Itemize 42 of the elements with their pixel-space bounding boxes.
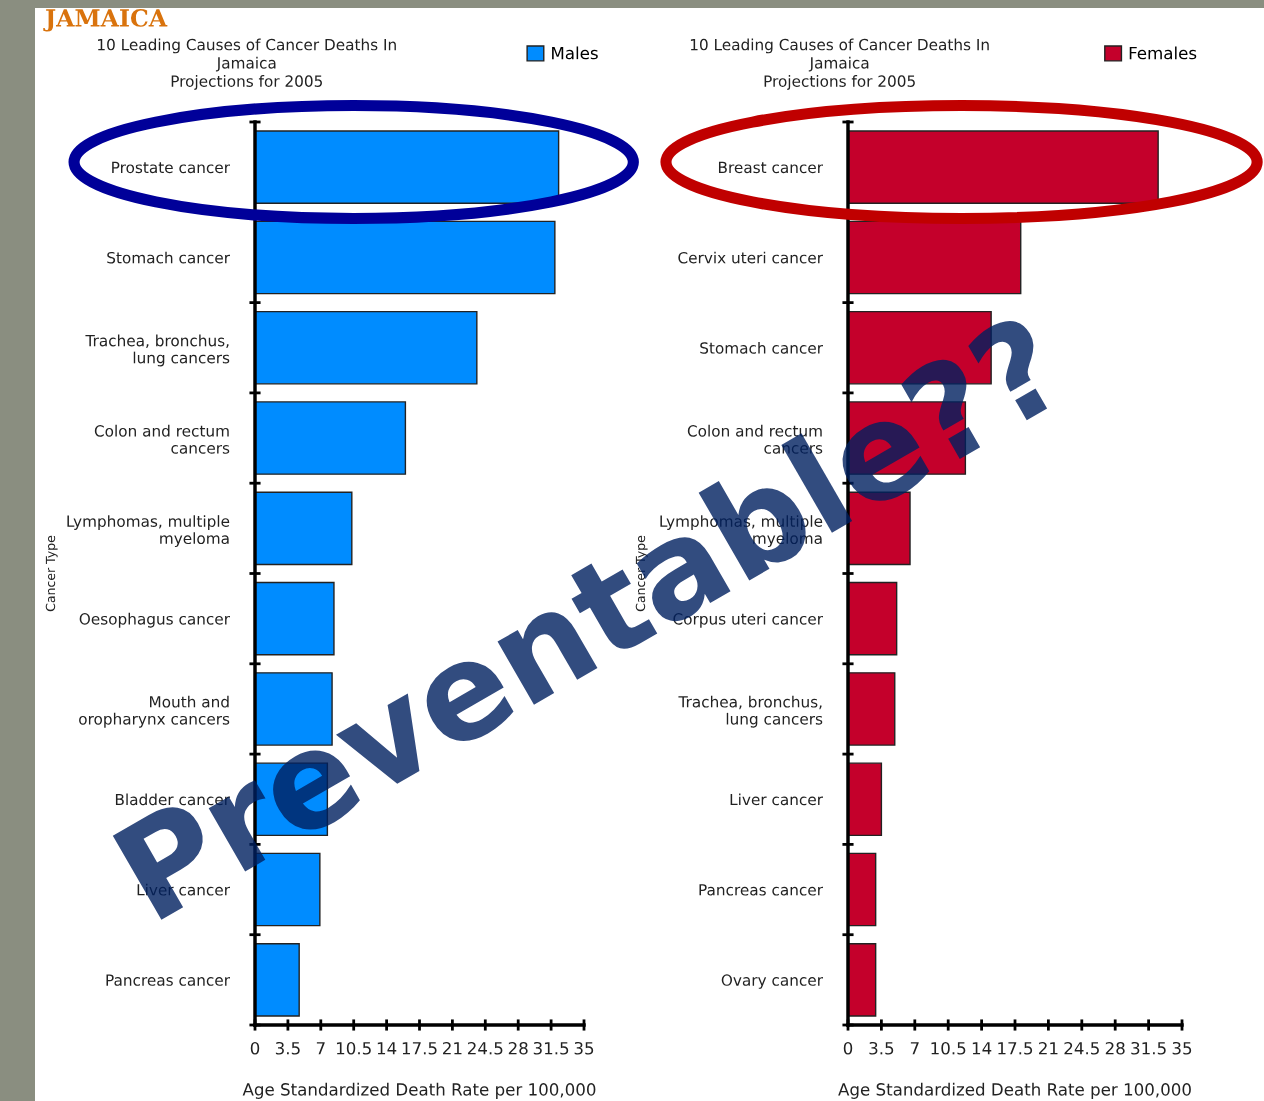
bar <box>255 130 560 204</box>
x-tick-label: 35 <box>1172 1041 1192 1055</box>
x-tick-label: 31.5 <box>1131 1041 1166 1055</box>
x-tick-label: 3.5 <box>869 1041 894 1055</box>
x-tick-label: 10.5 <box>336 1041 371 1055</box>
y-axis-title: Cancer Type <box>45 535 58 612</box>
chart-title: 10 Leading Causes of Cancer Deaths In Jamaica Projections for 2005 <box>690 38 989 90</box>
bar <box>848 220 1022 295</box>
x-tick-label: 0 <box>843 1041 853 1055</box>
x-tick-label: 28 <box>1105 1041 1125 1055</box>
x-tick-label: 24.5 <box>467 1041 503 1055</box>
y-tick-label: Breast cancer <box>718 161 823 174</box>
legend-label: Females <box>1129 46 1197 60</box>
x-tick-label: 31.5 <box>533 1041 569 1055</box>
x-tick-label: 21 <box>1039 1041 1058 1055</box>
y-tick-label: Ovary cancer <box>721 974 823 989</box>
x-tick-label: 10.5 <box>931 1041 966 1055</box>
y-tick-label: Pancreas cancer <box>106 974 230 986</box>
x-tick-label: 21 <box>443 1041 462 1055</box>
x-tick-label: 7 <box>316 1042 325 1055</box>
x-axis-title: Age Standardized Death Rate per 100,000 <box>242 1082 596 1099</box>
chart-title: 10 Leading Causes of Cancer Deaths In Jamaica Projections for 2005 <box>98 38 396 90</box>
x-tick-label: 17.5 <box>402 1042 437 1055</box>
x-tick-label: 28 <box>508 1041 528 1055</box>
x-tick-label: 14 <box>972 1042 992 1055</box>
y-tick-label: Stomach cancer <box>107 251 230 264</box>
bar <box>255 220 556 295</box>
x-tick-label: 3.5 <box>275 1041 300 1055</box>
y-tick-label: Prostate cancer <box>112 161 230 174</box>
text: JAMAICA <box>43 8 168 32</box>
x-tick-label: 17.5 <box>998 1042 1033 1055</box>
bar <box>848 130 1159 204</box>
x-axis-title: Age Standardized Death Rate per 100,000 <box>838 1082 1191 1099</box>
x-tick-label: 24.5 <box>1064 1041 1099 1055</box>
bar <box>255 943 300 1017</box>
x-tick-label: 14 <box>377 1042 397 1055</box>
x-tick-label: 0 <box>250 1041 260 1055</box>
x-tick-label: 35 <box>574 1041 594 1055</box>
legend-label: Males <box>552 46 598 60</box>
y-tick-label: Cervix uteri cancer <box>678 251 823 264</box>
x-tick-label: 7 <box>910 1042 919 1055</box>
bar <box>848 943 877 1017</box>
